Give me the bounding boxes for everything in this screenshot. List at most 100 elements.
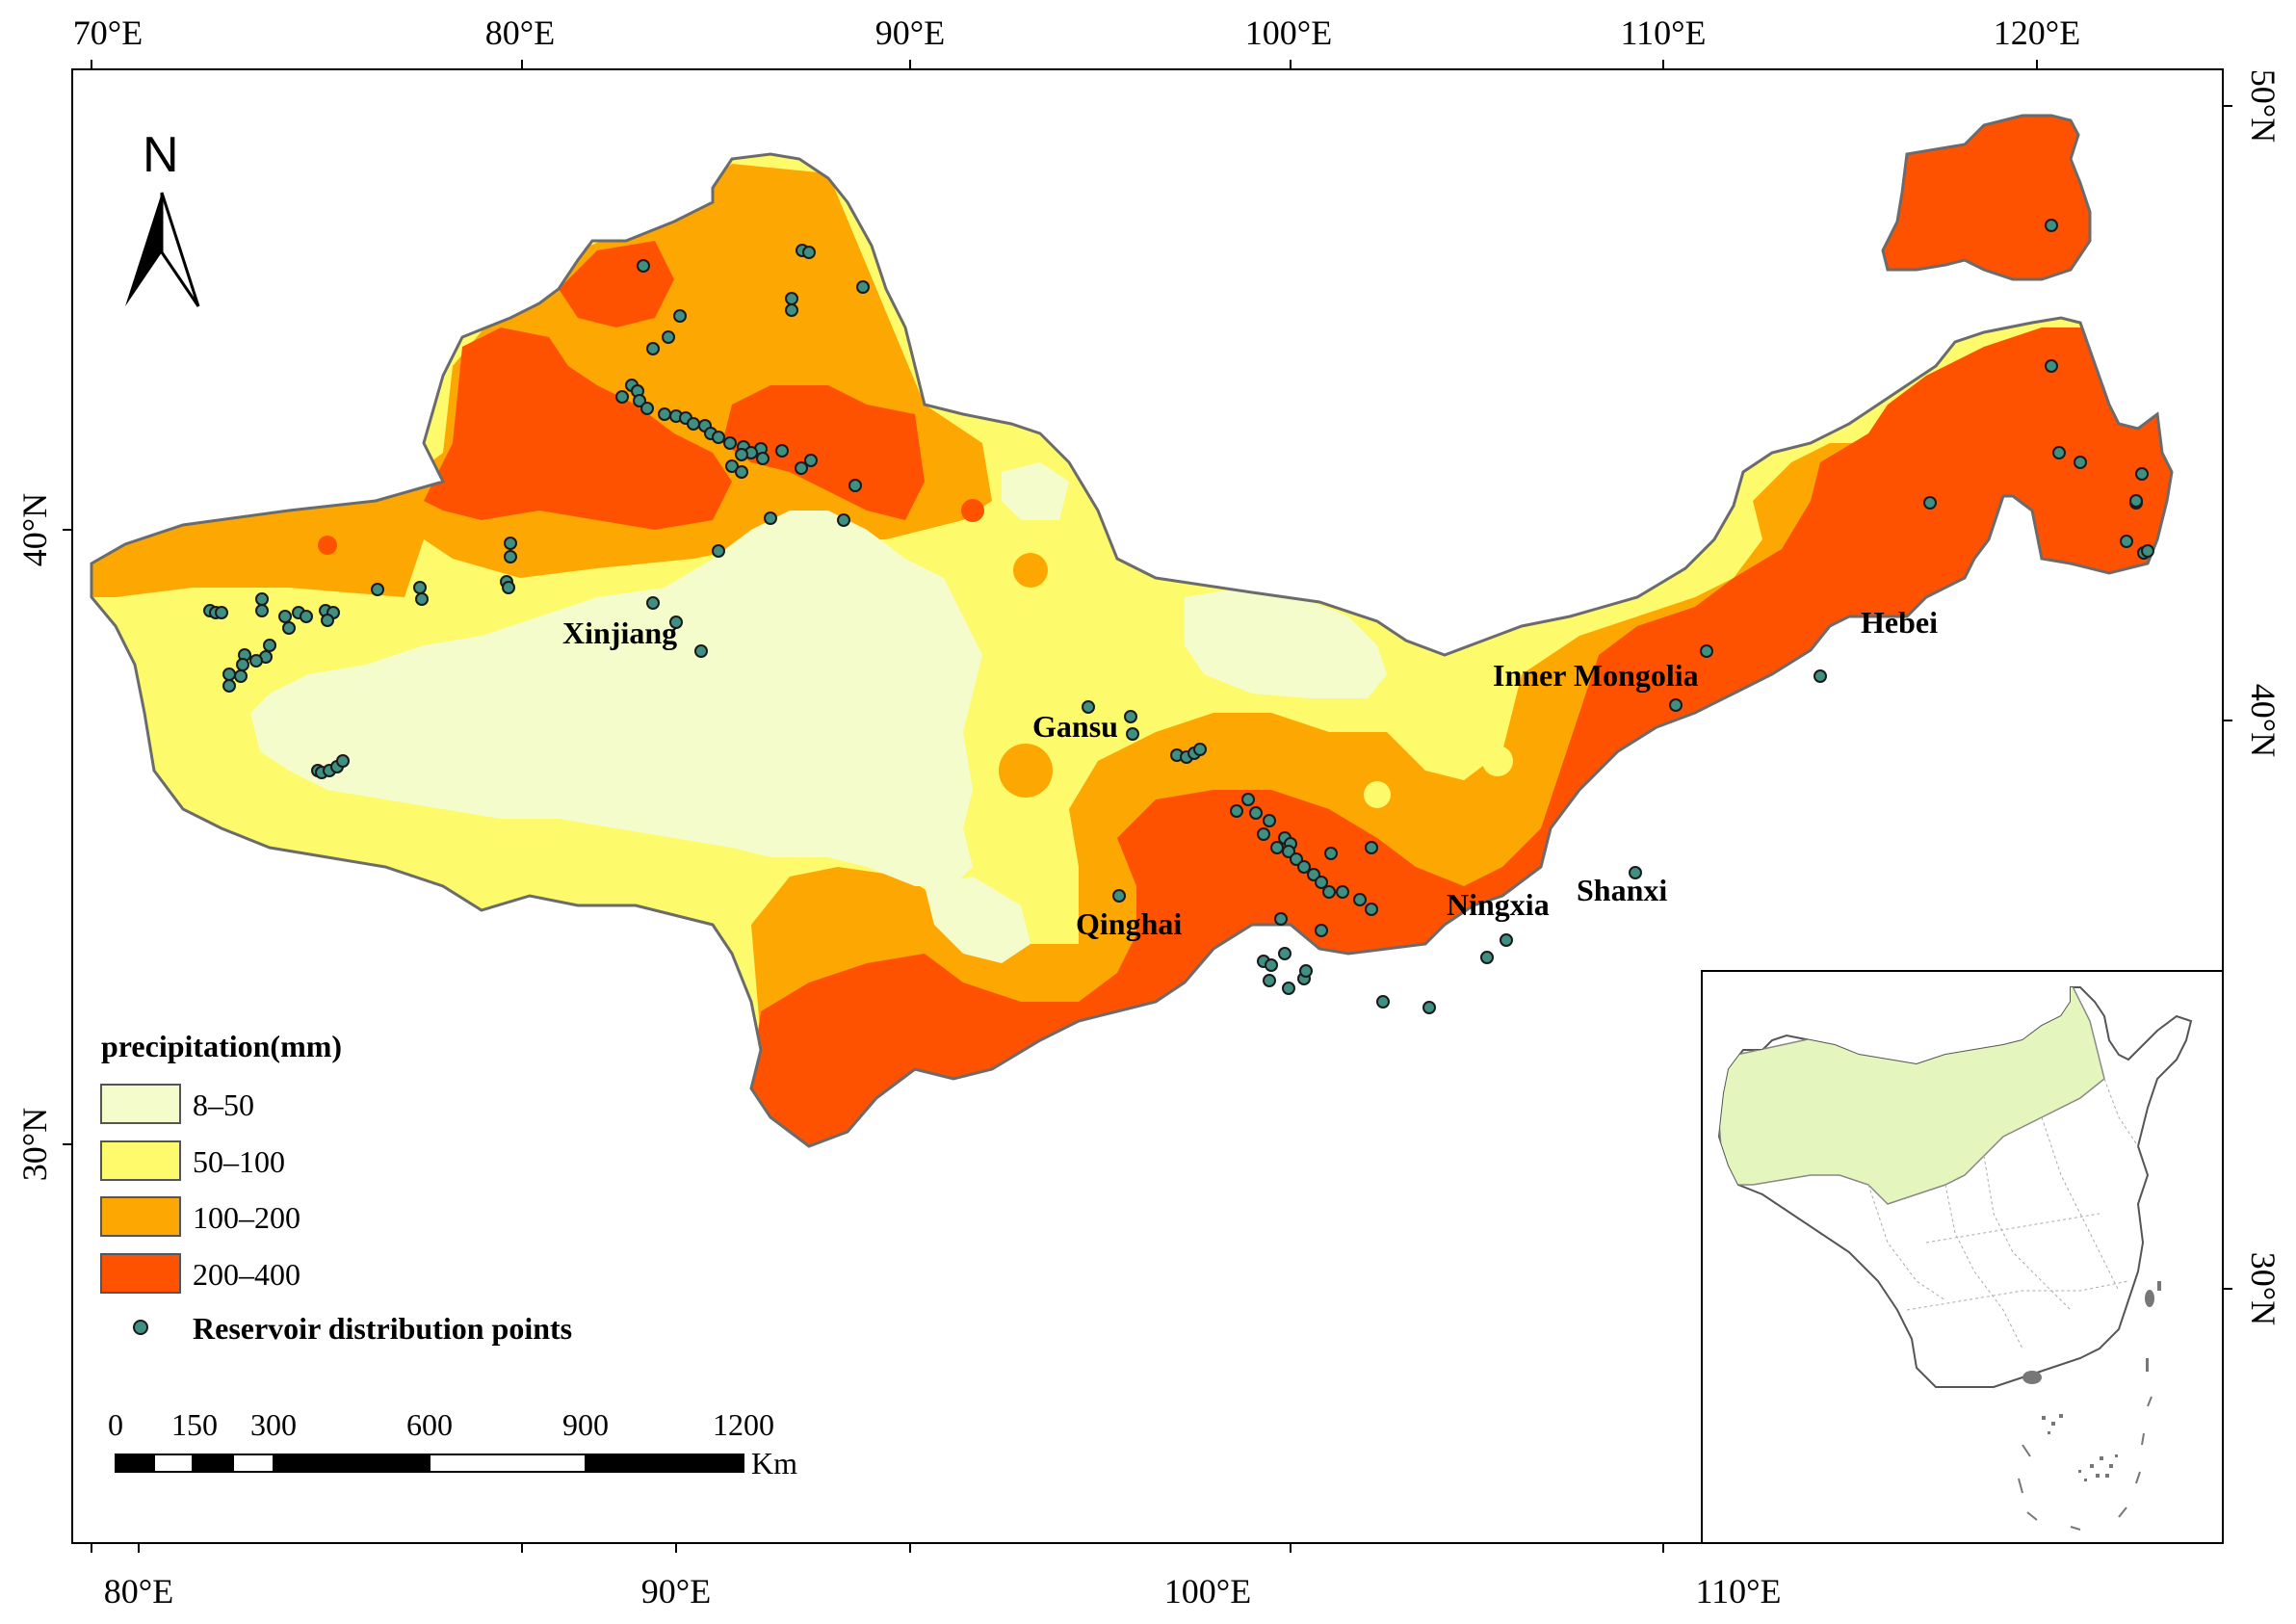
inset-province-borders (1867, 1078, 2139, 1349)
reservoir-point (1336, 885, 1349, 899)
legend-swatch-200-400 (100, 1253, 181, 1294)
reservoir-point (413, 581, 427, 594)
spot-red-a (318, 536, 337, 555)
zone-8-50-desert (250, 511, 982, 886)
legend-label-200-400: 200–400 (193, 1257, 300, 1292)
scale-label: 1200 (713, 1407, 774, 1442)
scale-label: 0 (108, 1407, 123, 1442)
reservoir-point (1700, 644, 1713, 658)
reservoir-point (215, 606, 228, 619)
north-arrow: N (125, 127, 200, 307)
north-label: N (143, 127, 179, 183)
reservoir-point (712, 544, 725, 558)
reservoir-point (712, 431, 725, 444)
scale-bar-outline (115, 1454, 744, 1473)
top-tick-label: 120°E (1994, 13, 2080, 52)
legend: precipitation(mm) 8–50 50–100 100–200 20… (100, 1029, 572, 1346)
scale-segment (153, 1454, 194, 1473)
right-tick-label: 40°N (2244, 684, 2283, 757)
reservoir-point (1263, 974, 1276, 987)
scale-label: 300 (250, 1407, 297, 1442)
reservoir-point (2129, 494, 2143, 508)
reservoir-point (1193, 743, 1207, 756)
reservoir-point (756, 452, 770, 465)
reservoir-point (249, 654, 263, 668)
reservoir-point (775, 444, 789, 458)
reservoir-point (687, 417, 700, 431)
reservoir-point (669, 616, 683, 629)
reservoir-point (785, 292, 798, 305)
reservoir-point (2141, 544, 2154, 558)
province-labels: Xinjiang Gansu Qinghai Inner Mongolia He… (562, 605, 1938, 941)
right-axis-labels: 50°N 40°N 30°N (2244, 69, 2283, 1325)
reservoir-point (735, 465, 748, 479)
reservoir-point (278, 610, 292, 623)
reservoir-point (222, 679, 236, 693)
reservoir-point (1249, 806, 1263, 820)
legend-swatch-100-200 (100, 1196, 181, 1237)
reservoir-point (502, 581, 515, 594)
axis-ticks (63, 60, 2232, 1553)
inset-map (1701, 970, 2224, 1544)
reservoir-point (1923, 496, 1937, 510)
inset-nine-dash-line (2018, 1396, 2152, 1531)
reservoir-point (1241, 793, 1255, 806)
spot-orange-b (999, 744, 1053, 798)
reservoir-point (1112, 889, 1126, 903)
scale-segment (232, 1454, 274, 1473)
bottom-tick-label: 110°E (1695, 1572, 1781, 1611)
reservoir-point (1813, 669, 1827, 683)
right-tick-label: 30°N (2244, 1252, 2283, 1325)
legend-title: precipitation(mm) (101, 1029, 342, 1063)
reservoir-point (1274, 912, 1288, 926)
reservoir-point (725, 459, 739, 473)
reservoir-point (1315, 876, 1328, 889)
reservoir-point (764, 511, 777, 525)
reservoir-point (1324, 847, 1338, 860)
top-tick-label: 80°E (485, 13, 555, 52)
reservoir-point (1282, 982, 1295, 995)
top-tick-label: 100°E (1245, 13, 1332, 52)
reservoir-point (1257, 827, 1270, 841)
bottom-tick-label: 90°E (641, 1572, 711, 1611)
reservoir-point (658, 407, 671, 421)
scale-label: 600 (406, 1407, 453, 1442)
scale-label: 150 (171, 1407, 218, 1442)
reservoir-point (1290, 852, 1303, 866)
label-hebei: Hebei (1861, 605, 1938, 640)
reservoir-points (203, 219, 2154, 1014)
legend-label-100-200: 100–200 (193, 1200, 300, 1235)
reservoir-point (646, 596, 660, 610)
label-xinjiang: Xinjiang (562, 616, 677, 650)
reservoir-point (1230, 804, 1243, 818)
spot-orange-a (1013, 553, 1048, 588)
scale-label: 900 (562, 1407, 609, 1442)
reservoir-point (646, 342, 660, 355)
reservoir-point (735, 448, 748, 461)
reservoir-point (2074, 456, 2087, 469)
reservoir-point (263, 639, 276, 652)
left-axis-labels: 40°N 30°N (15, 493, 54, 1181)
left-tick-label: 30°N (15, 1108, 54, 1181)
scale-segment (429, 1454, 587, 1473)
label-gansu: Gansu (1032, 709, 1118, 744)
reservoir-point (234, 669, 248, 683)
bottom-axis-labels: 80°E 90°E 100°E 110°E (104, 1572, 1782, 1611)
reservoir-point (1422, 1001, 1436, 1014)
legend-swatch-8-50 (100, 1084, 181, 1124)
reservoir-point (2045, 359, 2058, 373)
spot-orange-c (961, 499, 984, 522)
reservoir-point (804, 454, 818, 467)
spot-yellow-b (1364, 781, 1391, 808)
zone-8-50-small-a (1002, 462, 1069, 520)
reservoir-point (637, 259, 650, 273)
reservoir-point (1263, 814, 1276, 827)
reservoir-point (694, 644, 708, 658)
reservoir-point (848, 479, 862, 492)
scale-segment (586, 1454, 744, 1472)
reservoir-point (837, 513, 850, 527)
reservoir-point (1282, 845, 1295, 858)
reservoir-point (802, 246, 816, 259)
scale-segment (116, 1454, 154, 1472)
scale-segment (274, 1454, 430, 1472)
